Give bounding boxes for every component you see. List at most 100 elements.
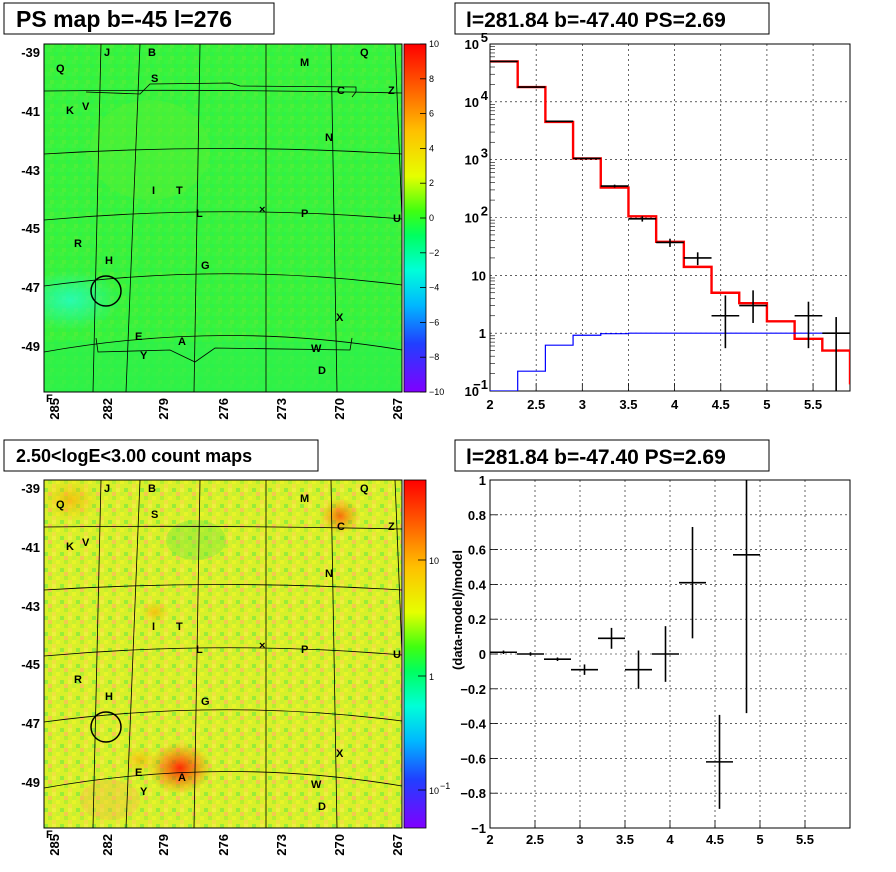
spectrum-y-tick-exponent: 2 — [481, 204, 488, 219]
count-map-source-l: L — [196, 644, 203, 656]
ps-map-source-l: L — [196, 208, 203, 220]
count-map-center-marker: × — [259, 640, 265, 652]
ps-map-lon-line — [394, 44, 402, 228]
ps-map-source-f: F — [46, 393, 53, 405]
ps-map-lon-tick: 270 — [332, 398, 347, 420]
target-circle — [90, 275, 122, 307]
count-map-source-n: N — [325, 568, 333, 580]
count-map-lat-line — [44, 771, 402, 789]
count-map-source-labels: J B S M Q Q C Z K V N I T L P U R H G X E A W Y D F × — [46, 483, 401, 841]
spectrum-y-tick-label: 10 — [465, 37, 479, 52]
count-map-lat-ticks: -39 -41 -43 -45 -47 -49 — [21, 481, 40, 790]
residual-plot-area: 1 0.8 0.6 0.4 0.2 0 −0.2 −0.4 −0.6 −0.8 −12 2.5 3 3.5… — [450, 473, 851, 847]
spectrum-x-tick-label: 4 — [671, 397, 679, 412]
count-map-lon-tick: 285 — [47, 834, 62, 856]
count-map-lat-line — [44, 525, 402, 530]
colorbar-label: 10 — [429, 39, 439, 49]
ps-map-source-r: R — [74, 238, 82, 250]
residual-x-tick-label: 5 — [756, 832, 763, 847]
ps-map-source-q: Q — [56, 63, 65, 75]
ps-map-source-t: T — [176, 185, 183, 197]
count-map-lat-line — [44, 709, 402, 723]
ps-map-lon-ticks: 285 282 279 276 273 270 267 — [47, 398, 405, 420]
ps-map-lon-line — [92, 44, 102, 392]
ps-map-lat-tick: -47 — [21, 280, 40, 295]
residual-y-tick-label: −1 — [471, 821, 486, 836]
residual-y-tick-label: 0 — [479, 647, 486, 662]
count-map-source-b: B — [148, 483, 156, 495]
ps-map-source-p: P — [301, 208, 308, 220]
ps-map-lon-tick: 279 — [156, 398, 171, 420]
colorbar-label: 0 — [429, 213, 434, 223]
ps-map-lat-line — [44, 148, 402, 155]
residual-y-tick-label: −0.6 — [460, 751, 486, 766]
residual-x-tick-label: 4.5 — [706, 832, 724, 847]
spectrum-x-tick-label: 5.5 — [804, 397, 822, 412]
count-map-source-t: T — [176, 621, 183, 633]
count-map-lat-tick: -49 — [21, 775, 40, 790]
spectrum-x-tick-label: 3.5 — [619, 397, 637, 412]
count-map-lon-tick: 282 — [100, 834, 115, 856]
ps-map-source-w: W — [311, 343, 322, 355]
count-map-lon-line — [330, 480, 338, 828]
spectrum-title: l=281.84 b=-47.40 PS=2.69 — [466, 9, 726, 32]
model-background-histogram — [490, 332, 850, 391]
ps-map-source-x: X — [336, 312, 344, 324]
ps-map-lat-tick: -41 — [21, 104, 40, 119]
ps-map-lat-line — [44, 211, 402, 221]
target-circle-bottom — [90, 711, 122, 743]
residual-x-tick-label: 2 — [486, 832, 493, 847]
spectrum-y-tick-exponent: 5 — [481, 30, 488, 45]
spectrum-x-tick-label: 5 — [763, 397, 770, 412]
count-map-lat-line — [44, 647, 402, 657]
count-map-source-c: C — [337, 521, 345, 533]
count-map-source-e: E — [135, 767, 142, 779]
ps-map-source-labels: J B S M Q Q C Z K V N I T L P U R H G X E A W Y D F × — [46, 47, 401, 405]
ps-map-colorbar: 10 8 6 4 2 0 −2 −4 −6 −8 −10 — [403, 39, 444, 397]
ps-map-source-c: C — [337, 85, 345, 97]
spectrum-x-tick-label: 3 — [579, 397, 586, 412]
ps-map-source-k: K — [66, 105, 74, 117]
ps-map-lat-tick: -45 — [21, 221, 40, 236]
ps-map-panel: PS map b=-45 l=276 J B S M Q Q C Z K V N I T L P U R H G X E… — [3, 2, 444, 420]
residual-y-tick-label: 0.4 — [468, 577, 487, 592]
residual-y-tick-label: 0.8 — [468, 508, 486, 523]
count-map-source-m: M — [300, 493, 309, 505]
residual-panel: l=281.84 b=-47.40 PS=2.69 1 0.8 0.6 0.4 0.2 0… — [450, 439, 851, 847]
count-map-lon-tick: 273 — [274, 834, 289, 856]
spectrum-y-tick-label: 1 — [479, 326, 486, 341]
count-map-lon-line — [92, 480, 102, 828]
count-map-source-i: I — [152, 621, 155, 633]
count-map-source-x: X — [336, 748, 344, 760]
count-map-source-g: G — [201, 696, 210, 708]
count-map-lon-line — [394, 480, 402, 664]
count-map-source-y: Y — [140, 786, 148, 798]
ps-map-lat-ticks: -39 -41 -43 -45 -47 -49 — [21, 45, 40, 354]
colorbar-label: 10 — [429, 556, 439, 566]
spectrum-y-tick-label: 10 — [465, 384, 479, 399]
count-map-source-v: V — [82, 537, 90, 549]
ps-map-source-b: B — [148, 47, 156, 59]
residual-x-tick-label: 2.5 — [526, 832, 544, 847]
colorbar-label: 6 — [429, 109, 434, 119]
ps-map-source-z: Z — [388, 85, 395, 97]
count-map-source-j: J — [104, 483, 110, 495]
count-map-source-f: F — [46, 829, 53, 841]
residual-title: l=281.84 b=-47.40 PS=2.69 — [466, 446, 726, 469]
residual-y-axis-label: (data-model)/model — [450, 550, 465, 670]
ps-map-center-marker: × — [259, 204, 265, 216]
count-map-lon-tick: 270 — [332, 834, 347, 856]
colorbar-label: −6 — [429, 317, 439, 327]
count-map-lat-tick: -45 — [21, 657, 40, 672]
ps-map-lat-line — [44, 89, 402, 94]
count-map-lat-tick: -43 — [21, 599, 40, 614]
count-map-source-z: Z — [388, 521, 395, 533]
ps-map-source-j: J — [104, 47, 110, 59]
count-map-source-h: H — [105, 691, 113, 703]
ps-map-lat-line — [44, 273, 402, 287]
ps-map-source-a: A — [178, 336, 186, 348]
ps-map-lat-line — [44, 335, 402, 353]
colorbar-label: −10 — [429, 387, 444, 397]
colorbar-label: 10 — [429, 786, 439, 796]
